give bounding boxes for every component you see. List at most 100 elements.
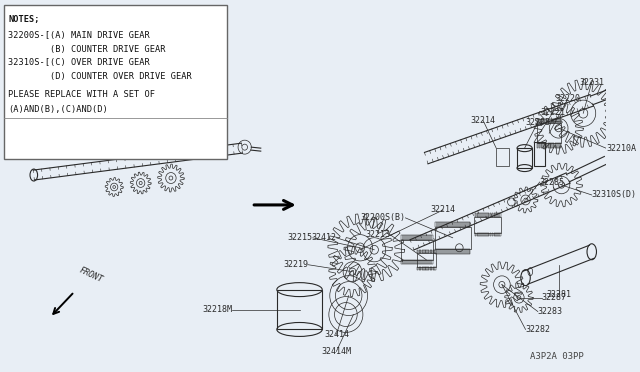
- Bar: [419, 260, 420, 264]
- Bar: [409, 235, 411, 240]
- Text: 32414: 32414: [324, 330, 349, 339]
- Bar: [422, 267, 423, 270]
- Bar: [417, 260, 419, 264]
- Bar: [415, 235, 417, 240]
- Bar: [429, 235, 431, 240]
- Bar: [461, 249, 463, 254]
- Bar: [544, 143, 545, 148]
- Bar: [435, 250, 436, 253]
- Bar: [484, 233, 486, 236]
- Text: (D) COUNTER OVER DRIVE GEAR: (D) COUNTER OVER DRIVE GEAR: [8, 73, 192, 81]
- Bar: [467, 222, 468, 227]
- Bar: [463, 249, 465, 254]
- Bar: [542, 143, 544, 148]
- Bar: [429, 250, 431, 253]
- Bar: [495, 233, 497, 236]
- Bar: [495, 214, 497, 217]
- Text: 32200S(B): 32200S(B): [360, 214, 406, 222]
- Bar: [542, 119, 544, 123]
- Bar: [445, 249, 447, 254]
- Bar: [534, 142, 545, 166]
- Text: FRONT: FRONT: [78, 266, 105, 285]
- Bar: [517, 148, 532, 168]
- Bar: [539, 119, 540, 123]
- Text: NOTES;: NOTES;: [8, 15, 40, 24]
- Text: 32285: 32285: [540, 177, 564, 186]
- Text: 32213: 32213: [365, 230, 390, 239]
- Text: 32219: 32219: [283, 260, 308, 269]
- Bar: [544, 119, 545, 123]
- Bar: [415, 260, 417, 264]
- Bar: [555, 143, 556, 148]
- Bar: [403, 260, 404, 264]
- Bar: [431, 267, 433, 270]
- Bar: [486, 214, 488, 217]
- Text: PLEASE REPLACE WITH A SET OF: PLEASE REPLACE WITH A SET OF: [8, 90, 156, 99]
- Bar: [401, 260, 403, 264]
- Bar: [490, 214, 492, 217]
- Bar: [420, 267, 421, 270]
- Bar: [433, 267, 434, 270]
- Bar: [425, 250, 426, 253]
- Bar: [423, 267, 424, 270]
- Bar: [417, 253, 436, 267]
- Bar: [413, 235, 415, 240]
- Bar: [405, 235, 406, 240]
- Text: 32281: 32281: [546, 290, 571, 299]
- Bar: [537, 123, 561, 143]
- Bar: [407, 260, 408, 264]
- Bar: [558, 143, 559, 148]
- Bar: [425, 235, 427, 240]
- Bar: [441, 249, 442, 254]
- Bar: [481, 233, 482, 236]
- Bar: [556, 143, 558, 148]
- Bar: [467, 249, 468, 254]
- Bar: [499, 214, 500, 217]
- Bar: [549, 143, 551, 148]
- Bar: [451, 222, 452, 227]
- Bar: [482, 214, 484, 217]
- Bar: [437, 222, 438, 227]
- Bar: [455, 222, 456, 227]
- Bar: [492, 214, 493, 217]
- Bar: [435, 249, 436, 254]
- Bar: [423, 235, 424, 240]
- Bar: [541, 143, 542, 148]
- Text: A3P2A 03PP: A3P2A 03PP: [531, 352, 584, 361]
- Text: 32218M: 32218M: [202, 305, 232, 314]
- Bar: [419, 267, 420, 270]
- Bar: [553, 143, 554, 148]
- Bar: [477, 233, 478, 236]
- Text: 32282: 32282: [525, 325, 550, 334]
- Bar: [445, 222, 447, 227]
- Bar: [417, 235, 419, 240]
- Bar: [428, 250, 429, 253]
- Bar: [429, 267, 431, 270]
- Bar: [277, 290, 322, 330]
- Bar: [435, 222, 436, 227]
- Bar: [497, 214, 499, 217]
- Bar: [433, 250, 434, 253]
- Text: 32220: 32220: [556, 94, 580, 103]
- Bar: [411, 260, 413, 264]
- Text: 32310S(D): 32310S(D): [592, 190, 637, 199]
- Bar: [419, 235, 420, 240]
- Bar: [465, 222, 467, 227]
- Bar: [459, 222, 461, 227]
- Bar: [423, 250, 424, 253]
- Bar: [551, 119, 552, 123]
- Bar: [461, 222, 463, 227]
- Bar: [447, 249, 449, 254]
- Bar: [425, 260, 427, 264]
- Text: 32414M: 32414M: [321, 347, 351, 356]
- Bar: [484, 214, 486, 217]
- Bar: [493, 233, 495, 236]
- Bar: [431, 235, 433, 240]
- Bar: [435, 267, 436, 270]
- Bar: [413, 260, 415, 264]
- Bar: [426, 267, 428, 270]
- Bar: [449, 249, 451, 254]
- Bar: [475, 214, 476, 217]
- Bar: [555, 119, 556, 123]
- Bar: [431, 260, 433, 264]
